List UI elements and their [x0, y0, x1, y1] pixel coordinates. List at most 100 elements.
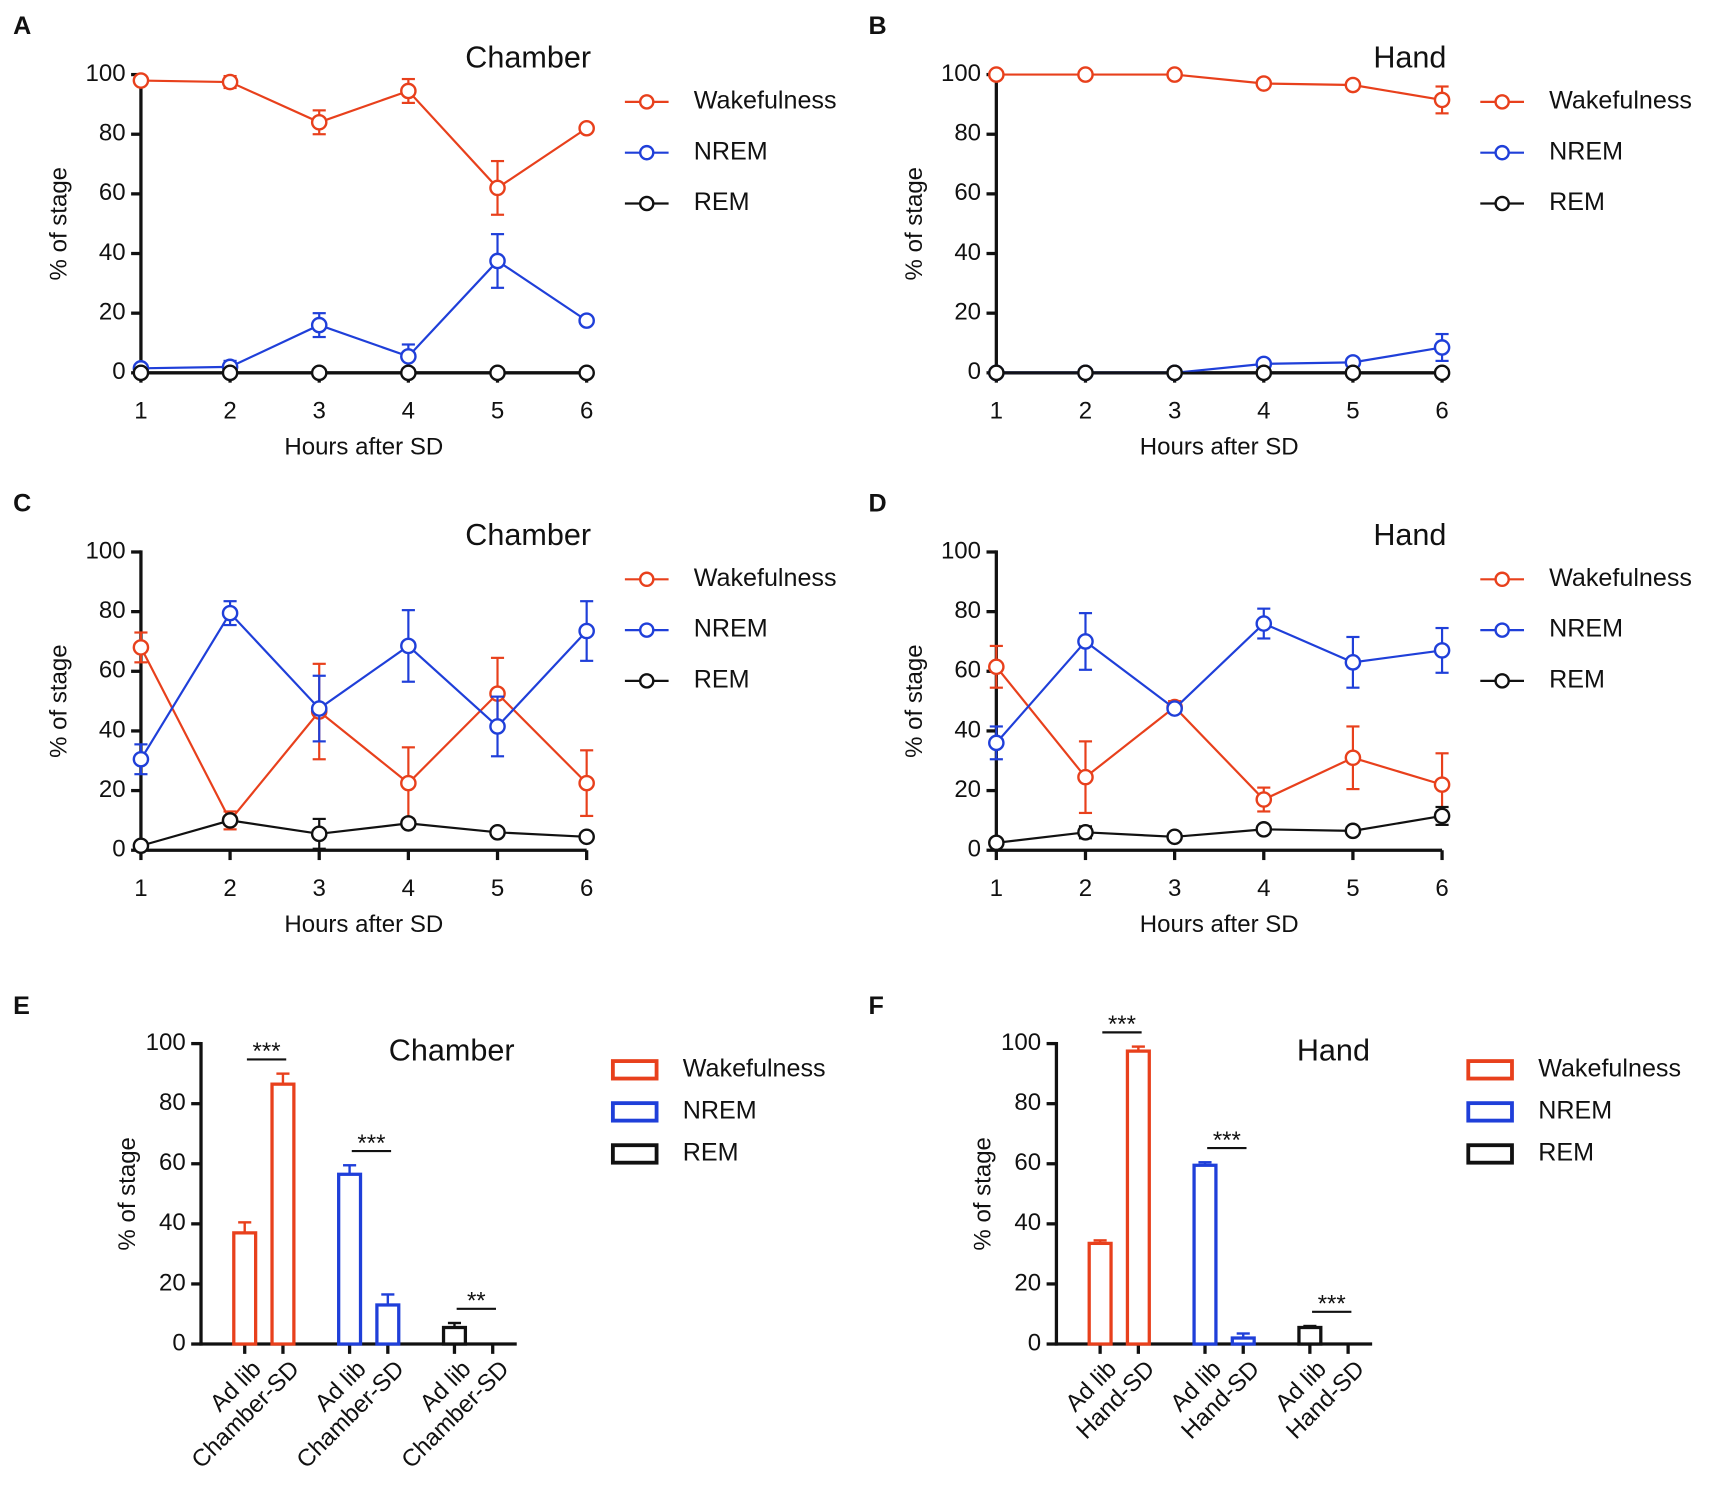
x-tick-label: 2: [1079, 875, 1092, 902]
marker: [1077, 768, 1094, 786]
x-tick-label: 6: [580, 397, 593, 424]
legend-label: REM: [694, 188, 750, 216]
y-tick-label: 0: [112, 358, 125, 385]
legend-label: NREM: [694, 615, 768, 643]
x-tick-label: 4: [402, 397, 415, 424]
marker: [132, 837, 150, 855]
x-tick-label: 2: [223, 875, 236, 902]
marker: [400, 82, 417, 100]
x-tick-label: 3: [313, 397, 326, 424]
bar: [441, 1325, 468, 1346]
marker: [1344, 364, 1362, 382]
series-line: [996, 73, 1443, 102]
bar: [270, 1082, 296, 1346]
series-line: [140, 819, 587, 847]
y-tick-label: 40: [99, 716, 126, 743]
y-tick-label: 60: [954, 657, 981, 684]
marker: [132, 750, 150, 768]
marker: [578, 828, 595, 846]
chart-title: Hand: [1373, 40, 1446, 74]
legend-label: REM: [1549, 188, 1605, 216]
series-line: [140, 79, 588, 190]
marker: [132, 72, 150, 89]
panel-label: A: [13, 12, 31, 40]
marker: [578, 622, 595, 640]
legend-label: NREM: [683, 1097, 757, 1125]
y-tick-label: 40: [99, 239, 126, 266]
y-tick-label: 20: [954, 776, 981, 803]
legend-label: Wakefulness: [1549, 87, 1692, 115]
x-tick-label: 5: [491, 397, 504, 424]
legend-label: REM: [683, 1139, 739, 1167]
panel-label: D: [869, 490, 887, 518]
x-tick-label: 4: [1257, 875, 1270, 902]
x-tick-label: 4: [1257, 397, 1270, 424]
marker: [1433, 339, 1451, 356]
marker: [1344, 654, 1362, 671]
y-tick-label: 100: [941, 537, 981, 564]
series-line: [139, 646, 588, 823]
x-tick-label: 1: [134, 397, 147, 424]
significance-label: ***: [1213, 1127, 1241, 1154]
marker: [221, 812, 239, 829]
marker: [310, 825, 328, 843]
legend-marker: [1494, 571, 1510, 588]
legend-swatch: [1466, 1059, 1514, 1081]
x-axis-label: Hours after SD: [1140, 911, 1299, 938]
marker: [400, 815, 417, 832]
marker: [1077, 66, 1094, 83]
marker: [310, 700, 328, 717]
bar: [232, 1231, 258, 1346]
y-tick-label: 40: [1014, 1209, 1041, 1236]
y-axis-label: % of stage: [45, 644, 72, 757]
chart-title: Chamber: [465, 518, 591, 552]
x-axis-label: Hours after SD: [1140, 434, 1299, 461]
panel-label: C: [13, 490, 31, 518]
legend-swatch: [1466, 1143, 1514, 1165]
legend-swatch: [610, 1143, 659, 1165]
x-axis-label: Hours after SD: [284, 911, 443, 938]
marker: [489, 718, 506, 735]
y-tick-label: 80: [954, 120, 981, 147]
marker: [400, 364, 417, 382]
legend-marker: [1494, 622, 1510, 638]
marker: [1433, 776, 1451, 793]
x-axis-label: Hours after SD: [284, 434, 443, 461]
legend-label: NREM: [1549, 137, 1623, 165]
bar: [1125, 1049, 1151, 1346]
legend-marker: [1494, 94, 1510, 110]
marker: [400, 637, 417, 655]
y-axis-label: % of stage: [970, 1137, 997, 1250]
marker: [578, 119, 595, 137]
legend-label: Wakefulness: [683, 1054, 826, 1082]
x-tick-label: 2: [1079, 397, 1092, 424]
y-axis-label: % of stage: [901, 167, 928, 280]
legend-label: NREM: [1549, 615, 1623, 643]
y-tick-label: 20: [99, 299, 126, 326]
marker: [988, 658, 1005, 676]
x-tick-label: 1: [990, 397, 1003, 424]
x-tick-label: 3: [1168, 875, 1181, 902]
legend-marker: [638, 622, 655, 638]
marker: [1166, 700, 1183, 717]
legend-swatch: [610, 1059, 659, 1081]
chart-title: Hand: [1297, 1033, 1370, 1067]
marker: [1433, 91, 1451, 109]
y-tick-label: 20: [159, 1269, 186, 1296]
legend-marker: [638, 673, 655, 689]
marker: [1433, 807, 1451, 825]
series-line: [996, 346, 1443, 374]
legend-swatch: [610, 1101, 659, 1123]
marker: [1255, 821, 1273, 838]
y-tick-label: 60: [159, 1149, 186, 1176]
y-tick-label: 80: [99, 597, 126, 624]
legend-marker: [638, 571, 655, 588]
y-tick-label: 100: [146, 1029, 186, 1056]
significance-label: ***: [253, 1038, 281, 1065]
marker: [400, 348, 417, 365]
y-tick-label: 20: [99, 776, 126, 803]
panel-label: E: [13, 992, 30, 1020]
marker: [1077, 633, 1094, 650]
y-axis-label: % of stage: [114, 1137, 141, 1250]
